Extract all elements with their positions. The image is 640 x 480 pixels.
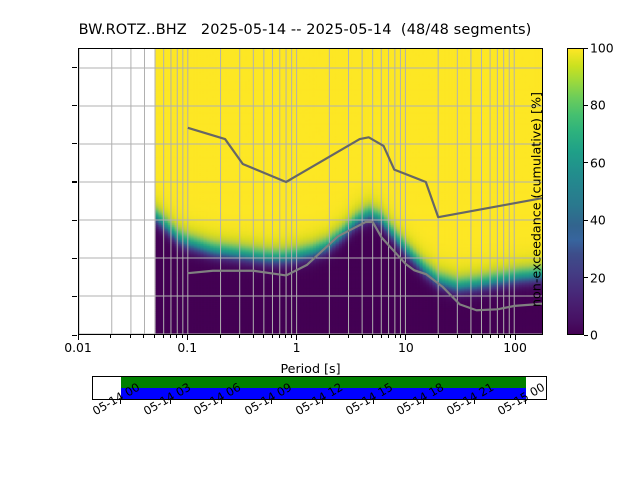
plot-title: BW.ROTZ..BHZ 2025-05-14 -- 2025-05-14 (4… [78, 22, 532, 38]
colorbar-tick-label: 80 [590, 97, 606, 113]
colorbar-tick-label: 0 [590, 327, 598, 343]
reference-curve-nlnm [187, 220, 542, 312]
colorbar-tick [584, 219, 588, 221]
x-axis-minor-tick [271, 335, 273, 338]
colorbar-tick-label: 100 [590, 40, 614, 56]
timeline-tick [372, 400, 374, 404]
x-axis-minor-tick [162, 335, 164, 338]
colorbar-tick [584, 334, 588, 336]
x-axis-minor-tick [129, 335, 131, 338]
x-axis-minor-tick [181, 335, 183, 338]
timeline-bar-data-coverage [121, 377, 526, 388]
x-axis-minor-tick [291, 335, 293, 338]
x-axis-minor-tick [372, 335, 374, 338]
x-axis-tick [186, 335, 188, 340]
timeline-tick [322, 400, 324, 404]
x-axis-minor-tick [110, 335, 112, 338]
colorbar-tick [584, 104, 588, 106]
x-axis-tick [77, 335, 79, 340]
x-axis-minor-tick [388, 335, 390, 338]
colorbar-tick [584, 162, 588, 164]
x-axis-minor-tick [381, 335, 383, 338]
x-axis-minor-tick [328, 335, 330, 338]
x-axis-label: Period [s] [280, 361, 341, 376]
x-axis-tick [296, 335, 298, 340]
colorbar-tick [584, 277, 588, 279]
axes-gridlines-and-curves [79, 49, 542, 334]
x-axis-minor-tick [438, 335, 440, 338]
y-axis-tick [72, 296, 77, 298]
colorbar-tick-label: 40 [590, 212, 606, 228]
x-axis-minor-tick [219, 335, 221, 338]
x-axis-minor-tick [471, 335, 473, 338]
x-axis-tick [514, 335, 516, 340]
x-axis-minor-tick [153, 335, 155, 338]
x-axis-minor-tick [285, 335, 287, 338]
colorbar[interactable] [567, 48, 584, 335]
x-axis-tick [405, 335, 407, 340]
x-axis-tick-label: 100 [503, 340, 527, 355]
colorbar-tick [584, 47, 588, 49]
x-axis-minor-tick [348, 335, 350, 338]
x-axis-minor-tick [263, 335, 265, 338]
x-axis-minor-tick [238, 335, 240, 338]
y-axis-tick [72, 181, 77, 183]
x-axis-minor-tick [497, 335, 499, 338]
y-axis-tick [72, 66, 77, 68]
y-axis-tick [72, 334, 77, 336]
x-axis-minor-tick [457, 335, 459, 338]
y-axis-tick [72, 143, 77, 145]
x-axis-minor-tick [361, 335, 363, 338]
colorbar-tick-label: 60 [590, 155, 606, 171]
x-axis-tick-label: 10 [397, 340, 414, 355]
x-axis-minor-tick [504, 335, 505, 338]
x-axis-tick-label: 1 [292, 340, 301, 355]
timeline-axes[interactable] [92, 376, 547, 400]
timeline-tick [119, 400, 121, 404]
timeline-tick [271, 400, 273, 404]
x-axis-minor-tick [400, 335, 402, 338]
x-axis-minor-tick [169, 335, 171, 338]
y-axis-tick [72, 219, 77, 221]
colorbar-label: non-exceedance (cumulative) [%] [528, 92, 544, 307]
timeline-tick [220, 400, 222, 404]
y-axis-tick [72, 257, 77, 260]
x-axis-tick-label: 0.1 [177, 340, 198, 355]
timeline-tick [473, 400, 475, 404]
x-axis-tick-label: 0.01 [64, 340, 92, 355]
ppsd-plot-clip [79, 49, 542, 334]
y-axis-tick [72, 104, 77, 106]
x-axis-minor-tick [509, 335, 511, 338]
ppsd-axes[interactable] [78, 48, 543, 335]
timeline-tick [423, 400, 425, 404]
reference-curve-nhnm [187, 126, 542, 219]
timeline-tick [524, 400, 526, 404]
timeline-bar-psd-segments [121, 388, 526, 399]
x-axis-minor-tick [394, 335, 396, 338]
x-axis-minor-tick [143, 335, 145, 338]
x-axis-minor-tick [176, 335, 178, 338]
x-axis-minor-tick [481, 335, 483, 338]
x-axis-minor-tick [252, 335, 254, 338]
x-axis-minor-tick [490, 335, 492, 338]
colorbar-tick-label: 20 [590, 270, 606, 286]
timeline-tick [170, 400, 172, 404]
x-axis-minor-tick [279, 335, 281, 338]
ppsd-histogram-image [79, 49, 542, 334]
